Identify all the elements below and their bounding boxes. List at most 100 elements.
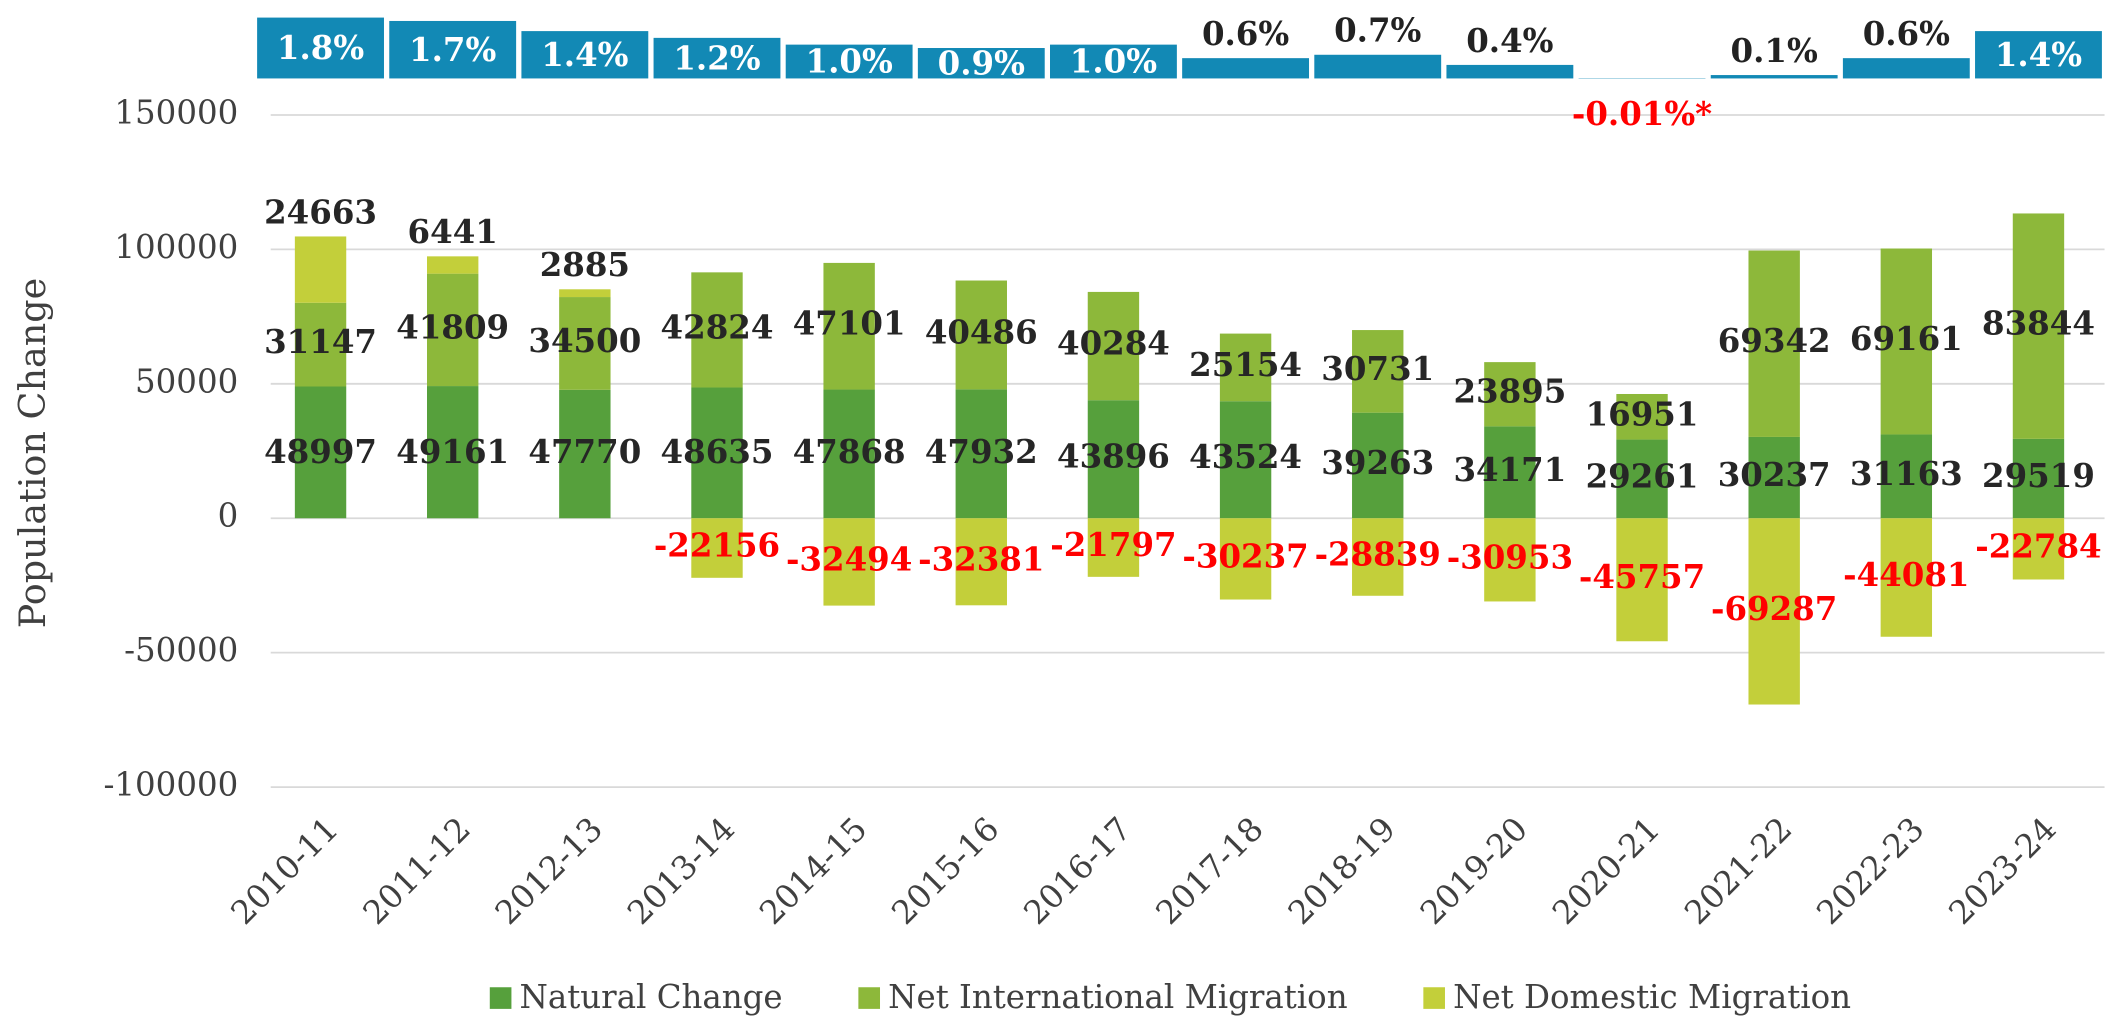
bar-segment [1616, 393, 1668, 440]
bar-segment [1352, 518, 1404, 596]
data-label: 43896 [1057, 438, 1170, 476]
data-label: 48997 [264, 433, 377, 471]
bar-segment [294, 302, 347, 387]
growth-label: 1.2% [673, 39, 760, 77]
legend-label: Net International Migration [888, 978, 1347, 1016]
growth-label: 1.4% [1995, 36, 2082, 74]
growth-label: 1.8% [277, 29, 364, 67]
x-tick-label: 2017-18 [1149, 810, 1271, 932]
data-label: 39263 [1321, 444, 1434, 482]
data-label: -22156 [654, 527, 780, 565]
data-label: 6441 [408, 213, 498, 251]
bar-segment [823, 389, 875, 519]
legend-swatch [858, 987, 881, 1009]
data-label: 40486 [925, 313, 1038, 351]
bar-segment [1748, 436, 1800, 519]
bar-segment [2012, 518, 2065, 580]
bar-segment [294, 236, 347, 303]
bar-segment [1219, 333, 1272, 402]
bar-segment [559, 289, 611, 298]
data-label: 24663 [264, 193, 377, 231]
bar-segment [2012, 213, 2065, 439]
bar-segment [427, 273, 479, 387]
data-label: 40284 [1057, 325, 1170, 363]
bar-segment [1484, 362, 1536, 427]
x-tick-label: 2015-16 [884, 810, 1006, 932]
x-tick-label: 2016-17 [1016, 810, 1138, 932]
bar-segment [1484, 426, 1536, 519]
data-label: 42824 [661, 308, 774, 346]
data-label: 31163 [1850, 455, 1963, 493]
y-tick-label: -100000 [103, 766, 238, 804]
y-tick-label: 150000 [114, 93, 238, 131]
x-tick-label: 2023-24 [1941, 810, 2063, 932]
bar-segment [1616, 518, 1668, 642]
growth-bar [917, 48, 1045, 79]
growth-label: 0.6% [1202, 15, 1289, 53]
growth-label: -0.01%* [1572, 95, 1712, 133]
growth-label: 1.0% [1070, 43, 1157, 81]
data-label: 69342 [1718, 322, 1831, 360]
data-label: 25154 [1189, 346, 1302, 384]
bar-segment [1748, 518, 1800, 705]
bar-segment [1880, 434, 1933, 519]
bar-segment [691, 518, 743, 578]
data-label: 30731 [1321, 350, 1434, 388]
data-label: 43524 [1189, 438, 1302, 476]
data-label: 34500 [528, 322, 641, 360]
bar-segment [955, 280, 1007, 390]
data-label: 48635 [661, 433, 774, 471]
growth-label: 1.0% [806, 43, 893, 81]
data-label: 83844 [1982, 305, 2095, 343]
data-label: 47932 [925, 433, 1038, 471]
x-tick-label: 2012-13 [488, 810, 610, 932]
y-tick-label: 50000 [135, 362, 238, 400]
data-label: -21797 [1050, 526, 1176, 564]
data-label: 2885 [540, 246, 630, 284]
growth-bar [1975, 31, 2102, 79]
data-label: 47101 [793, 305, 906, 343]
x-tick-label: 2022-23 [1809, 810, 1931, 932]
data-label: 47770 [528, 433, 641, 471]
data-label: 29261 [1586, 457, 1699, 495]
x-tick-label: 2014-15 [752, 810, 874, 932]
growth-bar [1314, 54, 1442, 79]
data-label: -69287 [1711, 590, 1837, 628]
data-label: 47868 [793, 433, 906, 471]
growth-bar [653, 37, 781, 79]
bar-segment [955, 518, 1007, 606]
bar-segment [1219, 518, 1272, 600]
legend-label: Natural Change [520, 978, 783, 1016]
bar-segment [955, 389, 1007, 519]
bar-segment [559, 389, 611, 519]
bar-segment [1352, 330, 1404, 413]
bar-segment [294, 386, 347, 519]
data-label: -45757 [1579, 558, 1705, 596]
data-label: 69161 [1850, 320, 1963, 358]
growth-bar [389, 20, 517, 79]
x-tick-label: 2020-21 [1545, 810, 1667, 932]
bar-segment [1484, 518, 1536, 602]
data-label: 34171 [1453, 451, 1566, 489]
data-label: 49161 [396, 433, 509, 471]
bar-segment [427, 386, 479, 519]
data-label: 31147 [264, 323, 377, 361]
legend-label: Net Domestic Migration [1453, 978, 1851, 1016]
bar-segment [823, 518, 875, 606]
bar-segment [823, 262, 875, 390]
data-label: -30953 [1447, 538, 1573, 576]
x-tick-label: 2018-19 [1281, 810, 1403, 932]
bar-segment [1087, 518, 1140, 577]
data-label: 41809 [396, 308, 509, 346]
bar-segment [1880, 248, 1933, 435]
growth-bar [1050, 44, 1177, 79]
x-tick-label: 2013-14 [620, 810, 742, 932]
data-label: -44081 [1843, 556, 1969, 594]
bar-segment [1880, 518, 1933, 637]
bar-segment [691, 387, 743, 519]
data-label: 29519 [1982, 457, 2095, 495]
bar-segment [427, 256, 479, 274]
data-label: -28839 [1315, 536, 1441, 574]
bar-segment [559, 297, 611, 390]
